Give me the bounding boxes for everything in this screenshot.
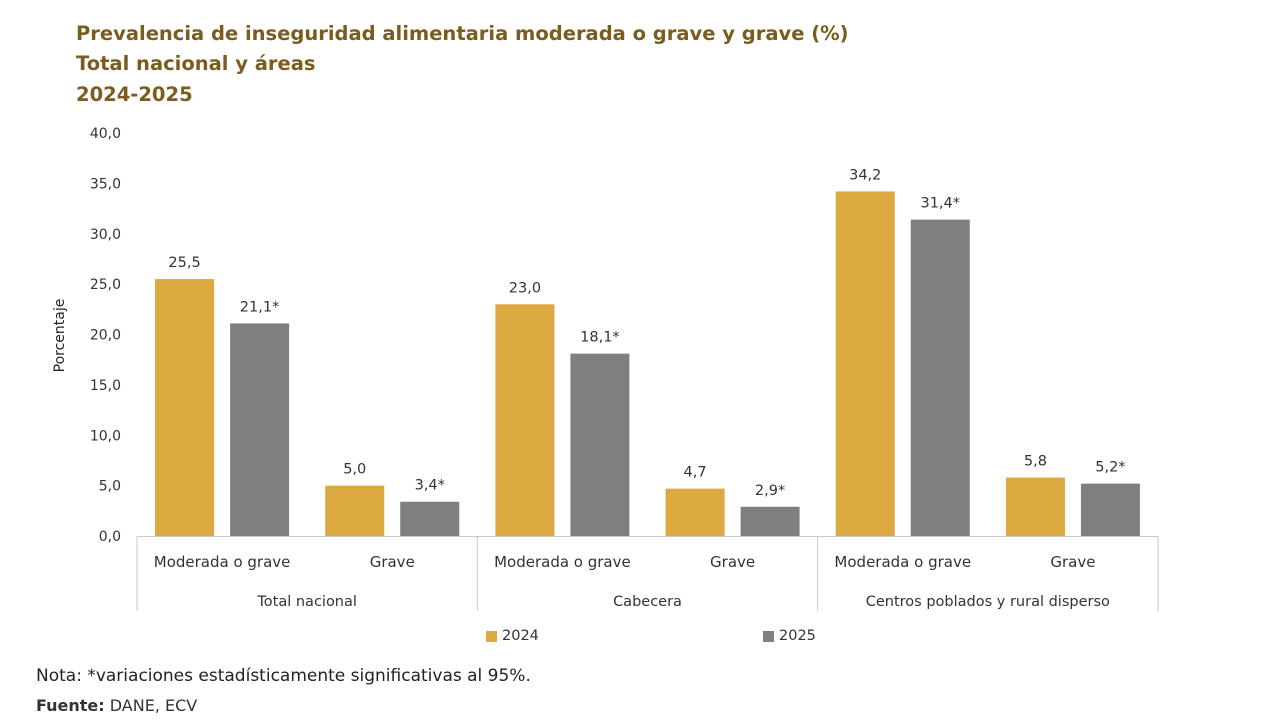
source-text: DANE, ECV [104, 696, 198, 715]
y-tick-label: 5,0 [99, 479, 121, 495]
bar-2025 [1080, 483, 1140, 536]
y-axis-title: Porcentaje [52, 299, 68, 373]
category-label: Grave [710, 553, 755, 571]
bar-2024 [835, 191, 895, 536]
chart-subtitle: Total nacional y áreas [76, 52, 316, 75]
y-tick-label: 30,0 [90, 227, 121, 243]
data-label-2024: 5,0 [343, 462, 366, 478]
bar-2024 [665, 488, 725, 536]
y-tick-label: 15,0 [90, 378, 121, 394]
data-label-2024: 25,5 [168, 255, 200, 271]
footnote: Nota: *variaciones estadísticamente sign… [36, 666, 531, 686]
bar-2024 [325, 485, 385, 536]
category-label: Moderada o grave [154, 553, 291, 571]
y-tick-label: 40,0 [90, 126, 121, 142]
y-tick-label: 0,0 [99, 529, 121, 545]
bar-2025 [740, 506, 800, 536]
legend-label-2024: 2024 [502, 628, 539, 644]
data-label-2025: 31,4* [920, 196, 960, 212]
group-label: Cabecera [613, 594, 682, 610]
bar-chart: 0,0 5,0 10,0 15,0 20,0 25,0 30,0 35,0 40,0 Porcen… [52, 126, 1159, 611]
data-label-2025: 3,4* [415, 478, 445, 494]
data-label-2024: 4,7 [684, 465, 707, 481]
legend-item-2024: 2024 [486, 628, 539, 644]
data-label-2025: 5,2* [1095, 460, 1125, 476]
legend-swatch-2024 [486, 630, 497, 642]
y-tick-label: 35,0 [90, 176, 121, 192]
data-label-2025: 2,9* [755, 483, 785, 499]
bar-2024 [155, 279, 215, 536]
category-label: Grave [1050, 553, 1095, 571]
y-tick-label: 10,0 [90, 428, 121, 444]
y-tick-label: 20,0 [90, 328, 121, 344]
bar-2025 [400, 501, 460, 536]
category-label: Moderada o grave [834, 553, 971, 571]
category-label: Moderada o grave [494, 553, 631, 571]
data-label-2024: 5,8 [1024, 454, 1047, 470]
legend: 2024 2025 [0, 628, 1280, 650]
source-line: Fuente: DANE, ECV [36, 696, 197, 715]
data-label-2024: 23,0 [509, 280, 541, 296]
bar-2025 [570, 353, 630, 536]
bar-2025 [910, 219, 970, 536]
data-label-2025: 21,1* [240, 299, 280, 315]
source-label: Fuente: [36, 696, 105, 715]
bar-2024 [1005, 477, 1065, 536]
chart-period: 2024-2025 [76, 83, 193, 106]
legend-swatch-2025 [763, 630, 774, 642]
y-tick-label: 25,0 [90, 277, 121, 293]
bar-2024 [495, 304, 555, 536]
bar-2025 [230, 323, 290, 536]
category-label: Grave [370, 553, 415, 571]
data-label-2024: 34,2 [849, 167, 881, 183]
chart-title: Prevalencia de inseguridad alimentaria m… [76, 22, 849, 45]
legend-item-2025: 2025 [763, 628, 816, 644]
legend-label-2025: 2025 [779, 628, 816, 644]
data-label-2025: 18,1* [580, 330, 620, 346]
group-label: Centros poblados y rural disperso [866, 594, 1110, 610]
group-label: Total nacional [256, 594, 357, 610]
